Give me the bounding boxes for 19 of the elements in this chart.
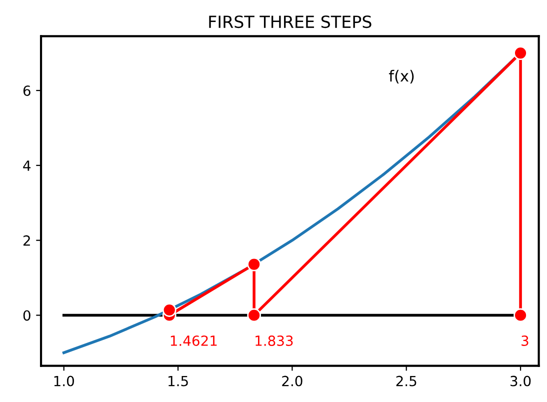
text: f(x) [388,70,414,84]
y-tick-label: 4 [23,160,31,171]
y-tick-label: 2 [23,235,30,246]
point [514,308,528,322]
chart-title: FIRST THREE STEPS [209,15,372,28]
annotation: 1.4621 [170,336,217,346]
point [247,308,262,322]
x-tick-label: 1.5 [168,376,188,386]
point [247,257,262,272]
x-tick-label: 2.0 [282,376,302,386]
y-tick-label: 0 [23,310,30,321]
annotation: 3 [522,336,528,346]
point [162,303,176,317]
x-tick-label: 2.5 [396,376,416,386]
point [514,46,528,60]
x-tick-label: 3.0 [510,376,531,386]
annotation: 1.833 [256,336,293,346]
y-tick-label: 6 [23,85,30,96]
x-tick-label: 1.0 [54,376,74,386]
